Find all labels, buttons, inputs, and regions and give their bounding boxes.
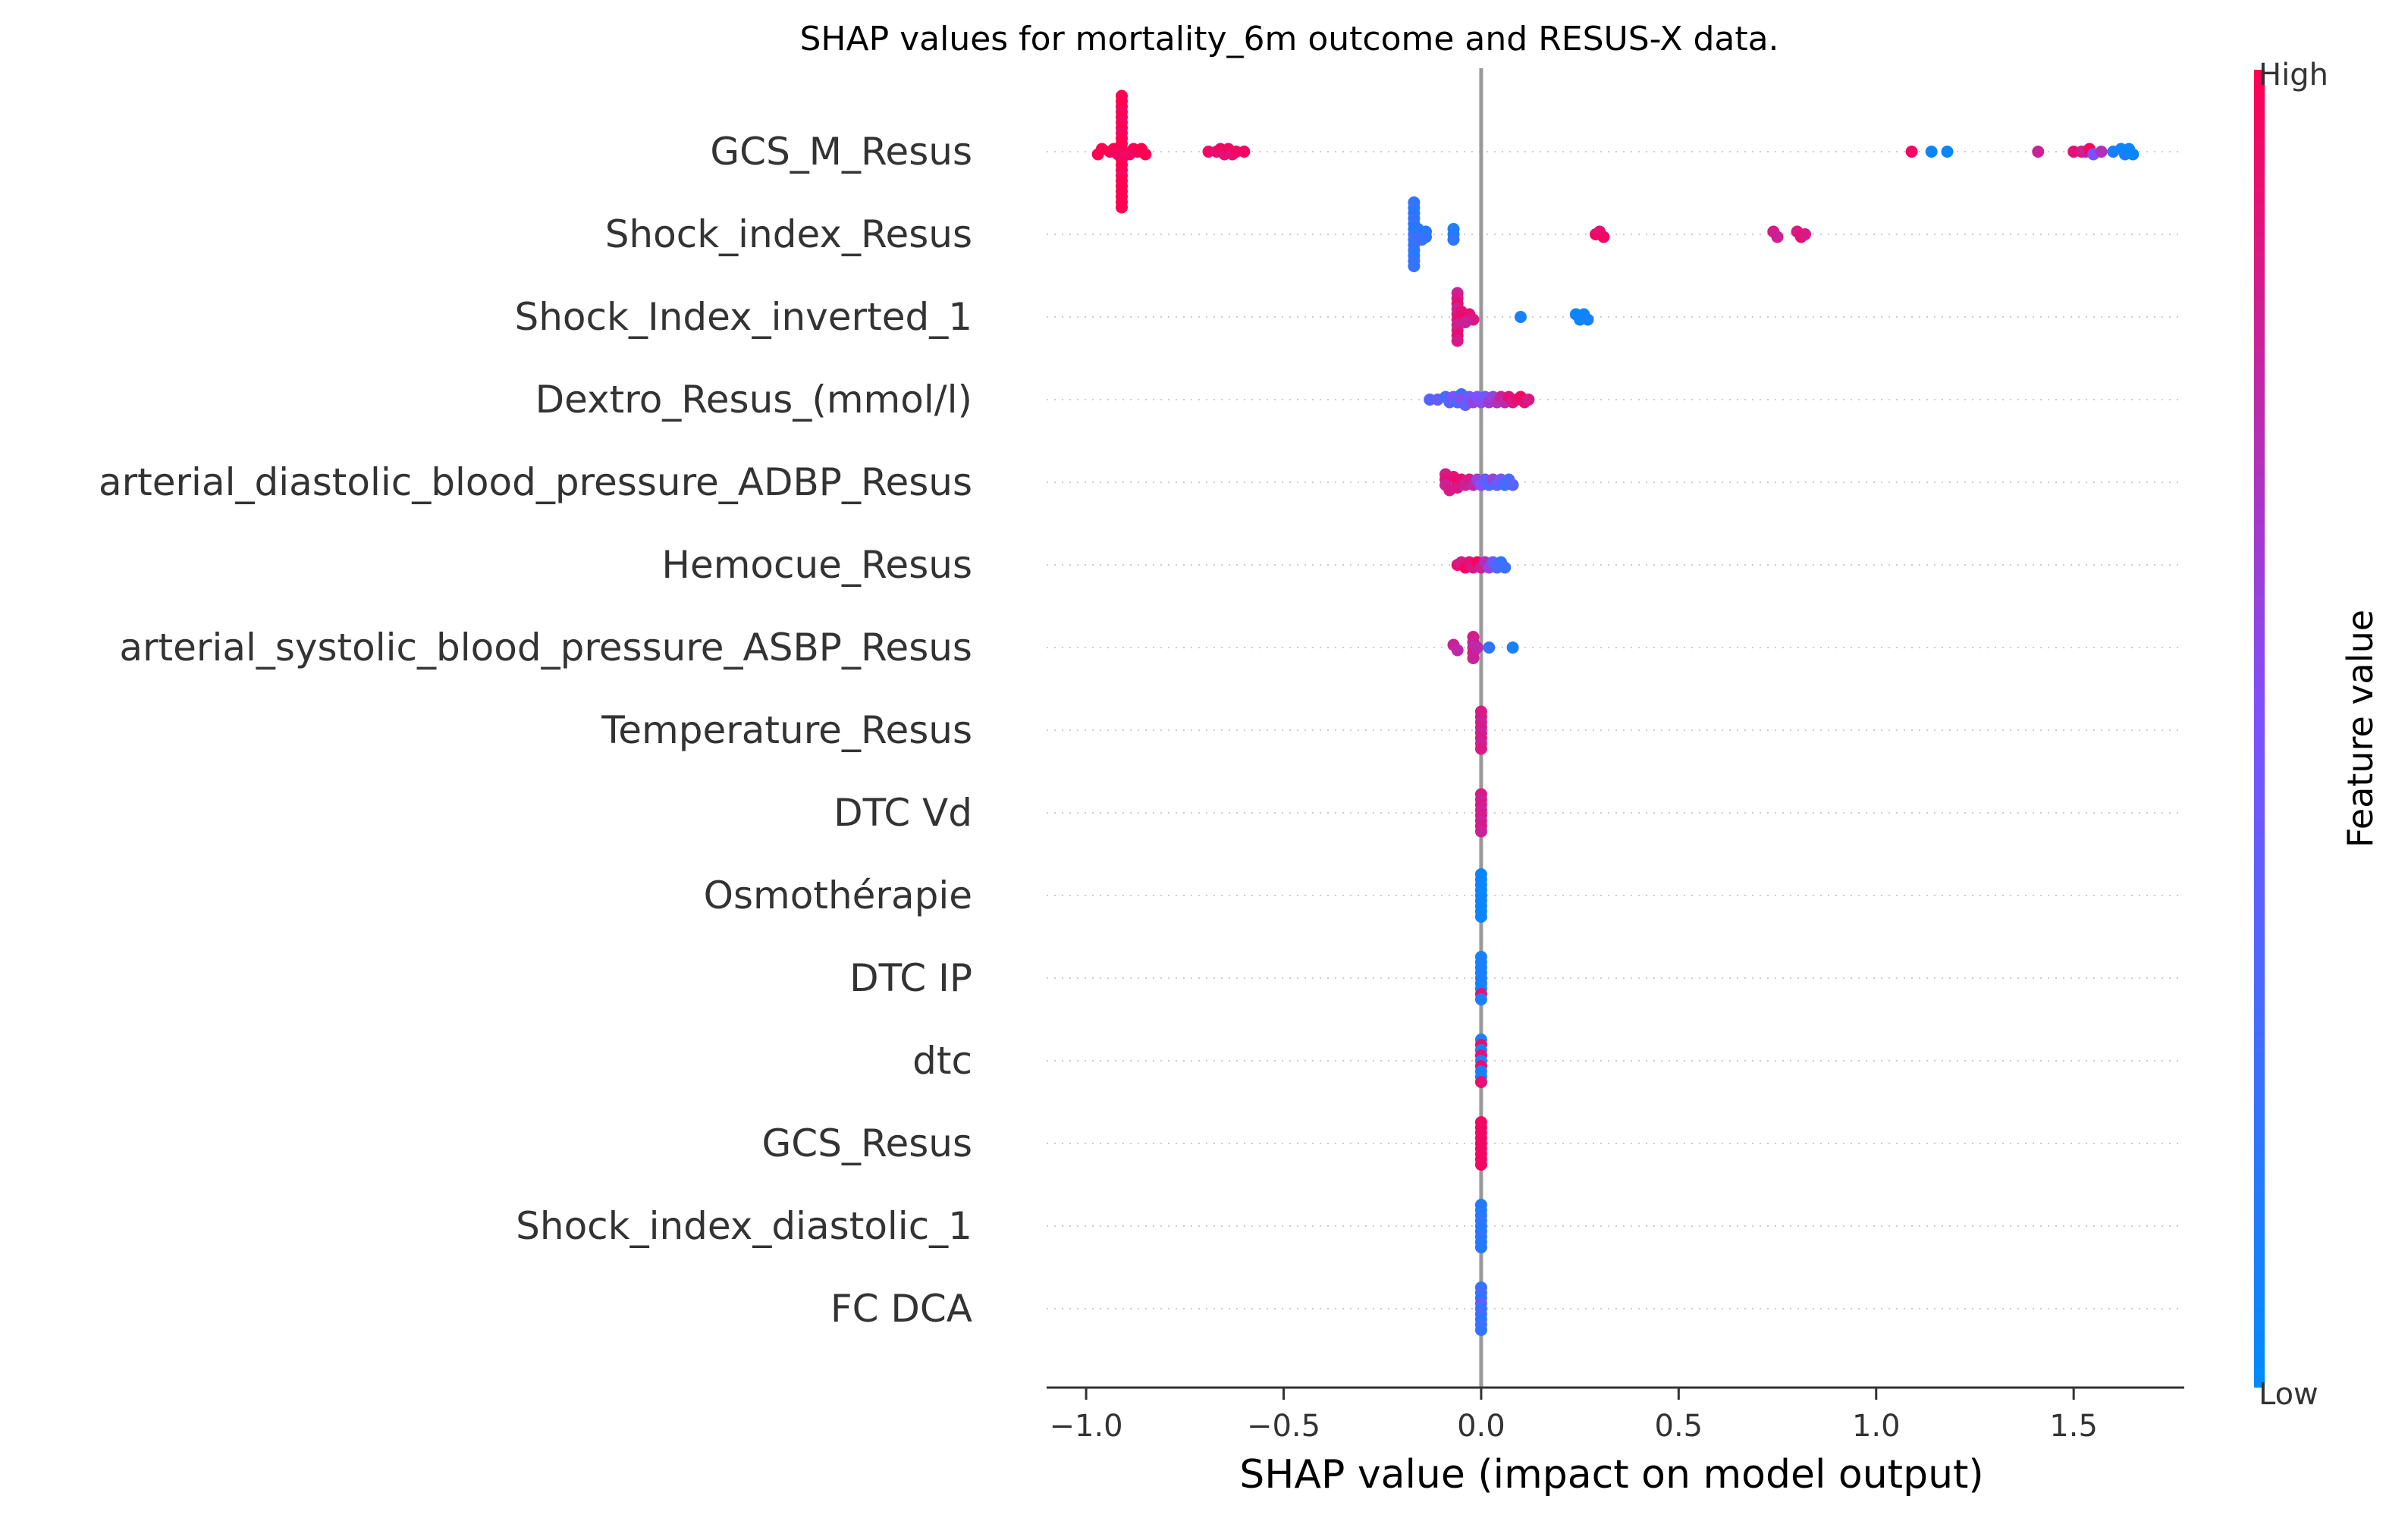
shap-point bbox=[1506, 478, 1519, 491]
shap-point bbox=[1499, 561, 1512, 574]
shap-point bbox=[1474, 1159, 1487, 1171]
shap-point bbox=[1799, 228, 1811, 240]
feature-label: FC DCA bbox=[830, 1287, 972, 1331]
shap-point bbox=[1451, 334, 1464, 347]
colorbar-high-label: High bbox=[2259, 58, 2328, 93]
shap-point bbox=[1905, 146, 1918, 158]
feature-label: Temperature_Resus bbox=[601, 708, 972, 752]
colorbar-title: Feature value bbox=[2340, 610, 2381, 848]
colorbar bbox=[2254, 70, 2265, 1388]
chart-title: SHAP values for mortality_6m outcome and… bbox=[799, 20, 1779, 58]
shap-point bbox=[1515, 311, 1527, 323]
x-tick-label: −0.5 bbox=[1247, 1409, 1320, 1444]
shap-point bbox=[1459, 316, 1472, 328]
row-guides bbox=[1047, 151, 2184, 1309]
x-tick-label: 0.0 bbox=[1457, 1409, 1505, 1444]
shap-point bbox=[1091, 148, 1104, 161]
shap-point bbox=[1474, 825, 1487, 838]
feature-label: DTC IP bbox=[849, 956, 972, 1000]
feature-label: Shock_index_diastolic_1 bbox=[516, 1204, 972, 1248]
feature-label: GCS_Resus bbox=[762, 1121, 972, 1165]
shap-point bbox=[1506, 641, 1519, 654]
shap-point bbox=[1111, 148, 1124, 161]
shap-point bbox=[1420, 231, 1432, 243]
feature-label: GCS_M_Resus bbox=[710, 130, 972, 174]
shap-point bbox=[1474, 742, 1487, 755]
shap-point bbox=[1925, 146, 1938, 158]
shap-point bbox=[1123, 148, 1136, 161]
points-layer bbox=[1091, 89, 2140, 1336]
shap-point bbox=[1447, 234, 1460, 246]
shap-point bbox=[1238, 146, 1251, 158]
shap-point bbox=[1474, 1241, 1487, 1253]
shap-point bbox=[2032, 146, 2045, 158]
shap-point bbox=[1471, 641, 1483, 654]
x-tick-label: 1.0 bbox=[1852, 1409, 1901, 1444]
shap-point bbox=[1941, 146, 1954, 158]
x-tick-label: −1.0 bbox=[1050, 1409, 1123, 1444]
colorbar-low-label: Low bbox=[2259, 1377, 2319, 1412]
shap-point bbox=[1116, 201, 1128, 214]
feature-label: Shock_Index_inverted_1 bbox=[514, 295, 972, 339]
x-tick-label: 1.5 bbox=[2049, 1409, 2098, 1444]
feature-label: arterial_diastolic_blood_pressure_ADBP_R… bbox=[99, 460, 972, 504]
shap-point bbox=[2127, 148, 2140, 161]
shap-point bbox=[1474, 1324, 1487, 1336]
x-axis-ticks: −1.0 −0.5 0.0 0.5 1.0 1.5 bbox=[1050, 1388, 2098, 1444]
feature-label: Osmothérapie bbox=[704, 873, 972, 917]
x-axis-label: SHAP value (impact on model output) bbox=[1239, 1452, 1983, 1498]
shap-point bbox=[1467, 652, 1480, 664]
shap-point bbox=[1597, 231, 1610, 243]
feature-label: DTC Vd bbox=[834, 791, 972, 835]
feature-labels: GCS_M_Resus Shock_index_Resus Shock_Index_… bbox=[99, 130, 972, 1331]
shap-point bbox=[2095, 146, 2108, 158]
shap-point bbox=[1451, 644, 1464, 657]
shap-point bbox=[1474, 911, 1487, 923]
feature-label: dtc bbox=[912, 1039, 972, 1083]
feature-label: Hemocue_Resus bbox=[661, 543, 972, 587]
shap-point bbox=[1483, 641, 1496, 654]
shap-point bbox=[1474, 993, 1487, 1005]
feature-label: Dextro_Resus_(mmol/l) bbox=[535, 378, 972, 422]
shap-point bbox=[1581, 313, 1594, 326]
shap-point bbox=[1408, 260, 1421, 272]
shap-point bbox=[1139, 148, 1152, 161]
feature-label: Shock_index_Resus bbox=[605, 212, 972, 256]
feature-label: arterial_systolic_blood_pressure_ASBP_Re… bbox=[119, 626, 972, 670]
shap-point bbox=[1522, 394, 1535, 406]
shap-point bbox=[1771, 231, 1784, 243]
shap-point bbox=[1474, 1076, 1487, 1088]
x-tick-label: 0.5 bbox=[1655, 1409, 1703, 1444]
